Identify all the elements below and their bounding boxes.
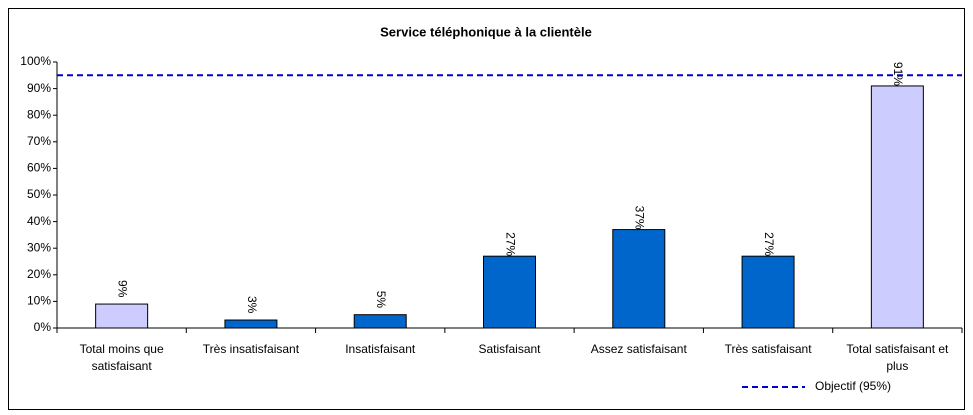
y-tick-label: 10% [27,294,51,308]
bar [353,314,407,329]
y-tick-label: 20% [27,267,51,281]
bar [224,319,278,329]
x-tick-label: Très satisfaisant [725,342,813,356]
value-label: 91% [891,62,905,86]
value-label: 27% [762,232,776,256]
value-label: 37% [633,206,647,230]
x-tick-label: Très insatisfaisant [203,342,300,356]
bar [612,229,666,329]
y-tick-label: 100% [20,54,51,68]
y-tick-label: 60% [27,161,51,175]
bar [870,85,924,329]
y-tick-label: 80% [27,107,51,121]
y-tick-label: 50% [27,187,51,201]
legend-label: Objectif (95%) [815,379,891,393]
x-tick-label: Satisfaisant [478,342,541,356]
chart-title: Service téléphonique à la clientèle [380,24,592,39]
x-tick-label: Insatisfaisant [345,342,416,356]
x-tick-label: Total moins que satisfaisant [80,342,164,373]
value-label: 9% [115,280,129,298]
x-tick-label: Total satisfaisant et plus [846,342,949,373]
value-label: 27% [503,232,517,256]
bar [741,255,795,329]
x-tick-label: Assez satisfaisant [591,342,688,356]
y-tick-label: 30% [27,240,51,254]
bar [483,255,536,329]
y-tick-label: 40% [27,214,51,228]
bar [95,303,149,329]
value-label: 3% [245,296,259,314]
value-label: 5% [374,291,388,309]
y-tick-label: 70% [27,134,51,148]
y-tick-label: 0% [34,320,52,334]
y-tick-label: 90% [27,81,51,95]
